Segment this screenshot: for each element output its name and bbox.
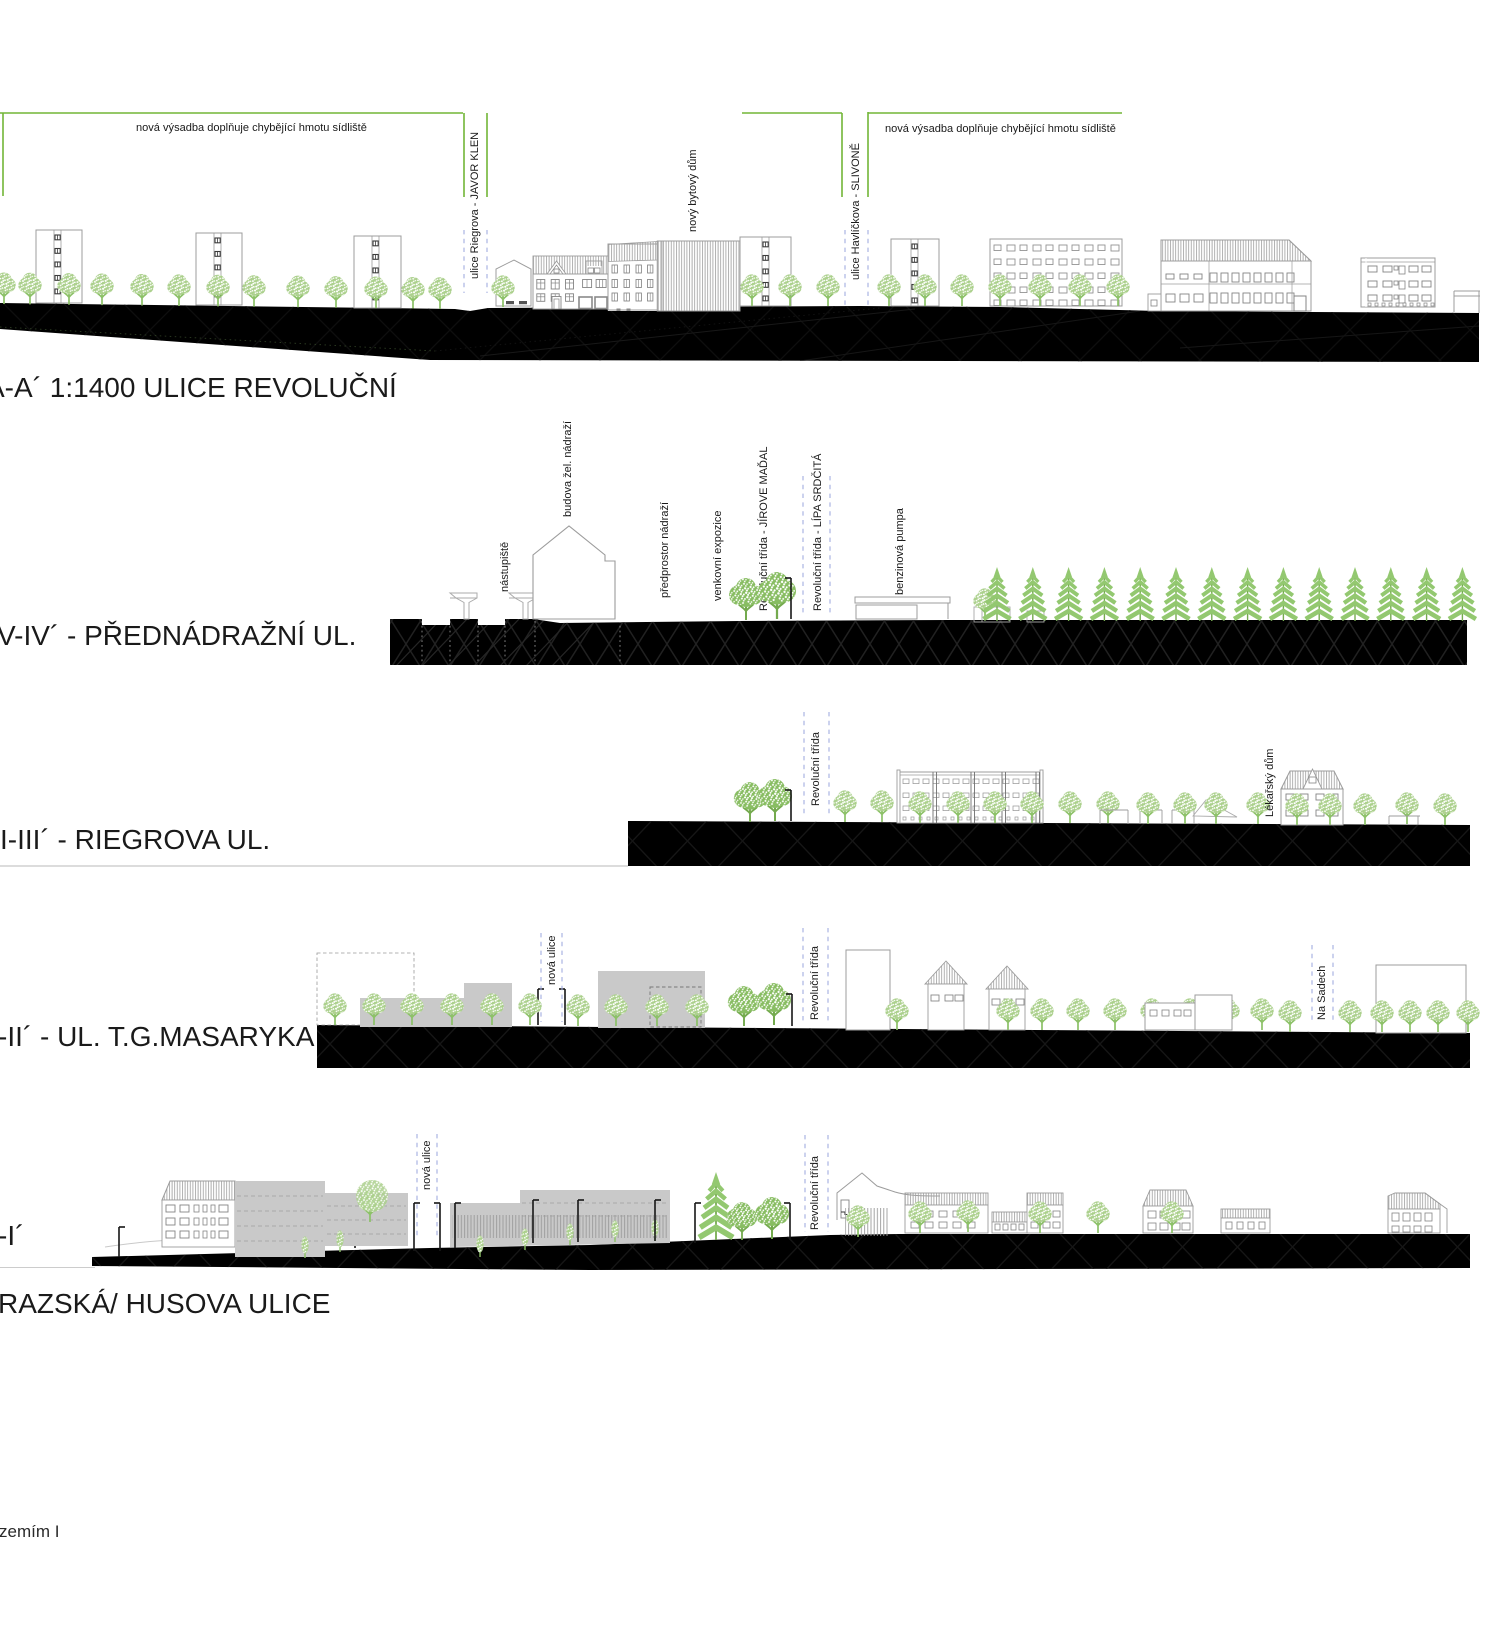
svg-text:ulice Havlíčkova - SLIVONĚ: ulice Havlíčkova - SLIVONĚ: [849, 143, 862, 280]
svg-text:V-IV´ - PŘEDNÁDRAŽNÍ UL.: V-IV´ - PŘEDNÁDRAŽNÍ UL.: [0, 620, 356, 651]
svg-text:zemím I: zemím I: [0, 1522, 59, 1541]
svg-text:Lékařský dům: Lékařský dům: [1264, 749, 1276, 817]
svg-text:Na Sadech: Na Sadech: [1316, 966, 1328, 1020]
svg-text:I-III´ - RIEGROVA UL.: I-III´ - RIEGROVA UL.: [0, 824, 270, 855]
svg-text:venkovní expozice: venkovní expozice: [712, 511, 724, 602]
svg-text:předprostor nádraží: předprostor nádraží: [659, 502, 671, 598]
svg-text:budova žel. nádraží: budova žel. nádraží: [562, 421, 574, 517]
svg-text:nástupiště: nástupiště: [499, 542, 511, 592]
svg-text:nová výsadba doplňuje chybějíc: nová výsadba doplňuje chybějící hmotu sí…: [885, 123, 1116, 135]
svg-text:-I´: -I´: [0, 1220, 24, 1251]
svg-text:-II´ - UL. T.G.MASARYKA: -II´ - UL. T.G.MASARYKA: [0, 1021, 315, 1052]
svg-text:nový bytový dům: nový bytový dům: [687, 149, 699, 232]
svg-text:A-A´ 1:1400 ULICE REVOLUČNÍ: A-A´ 1:1400 ULICE REVOLUČNÍ: [0, 372, 397, 403]
svg-text:Revoluční třída: Revoluční třída: [810, 731, 822, 806]
svg-text:RAZSKÁ/ HUSOVA ULICE: RAZSKÁ/ HUSOVA ULICE: [0, 1288, 330, 1319]
svg-text:Revoluční třída - LÍPA SRDČITÁ: Revoluční třída - LÍPA SRDČITÁ: [811, 453, 824, 611]
svg-text:Revoluční třída - JÍROVE MAĎAL: Revoluční třída - JÍROVE MAĎAL: [757, 447, 770, 611]
svg-text:Revoluční třída: Revoluční třída: [809, 1155, 821, 1230]
svg-text:Revoluční třída: Revoluční třída: [809, 945, 821, 1020]
svg-text:nová výsadba doplňuje chybějíc: nová výsadba doplňuje chybějící hmotu sí…: [136, 122, 367, 134]
svg-text:nová ulice: nová ulice: [546, 935, 558, 985]
svg-text:ulice Riegrova - JAVOR KLEN: ulice Riegrova - JAVOR KLEN: [469, 132, 481, 279]
svg-text:benzinová pumpa: benzinová pumpa: [894, 507, 906, 595]
svg-text:nová ulice: nová ulice: [421, 1140, 433, 1190]
